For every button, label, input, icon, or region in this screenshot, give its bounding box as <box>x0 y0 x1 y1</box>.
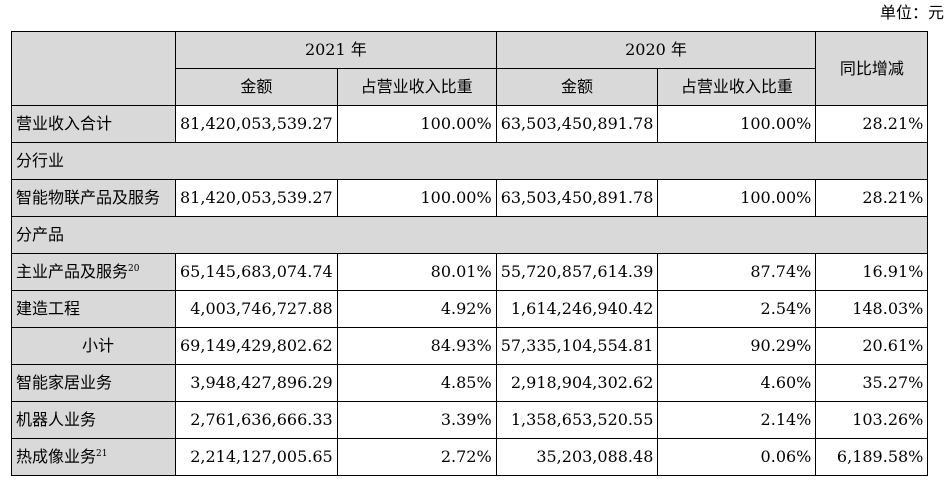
footnote-marker: 21 <box>96 449 108 459</box>
table-row: 机器人业务 2,761,636,666.33 3.39% 1,358,653,520.… <box>11 401 929 439</box>
cell-ratio-2021: 2.72% <box>336 438 497 476</box>
cell-yoy-change: 35.27% <box>815 364 929 402</box>
row-label-text: 小计 <box>82 336 115 355</box>
cell-amount-2021: 81,420,053,539.27 <box>175 179 338 217</box>
row-label-text: 营业收入合计 <box>16 114 113 133</box>
cell-amount-2021: 4,003,746,727.88 <box>175 290 338 328</box>
cell-amount-2021: 2,761,636,666.33 <box>175 401 338 439</box>
header-ratio-2021: 占营业收入比重 <box>336 68 497 106</box>
cell-amount-2020: 63,503,450,891.78 <box>495 179 659 217</box>
cell-amount-2021: 81,420,053,539.27 <box>175 105 338 143</box>
table-row: 小计 69,149,429,802.62 84.93% 57,335,104,554.… <box>11 327 929 365</box>
cell-ratio-2020: 90.29% <box>657 327 817 365</box>
row-label: 机器人业务 <box>11 401 176 439</box>
cell-yoy-change: 6,189.58% <box>815 438 929 476</box>
section-label: 分行业 <box>10 142 929 180</box>
cell-yoy-change: 28.21% <box>815 179 929 217</box>
table-row: 主业产品及服务20 65,145,683,074.74 80.01% 55,720,8… <box>11 253 929 291</box>
header-amount-2020: 金额 <box>495 68 659 106</box>
cell-amount-2020: 63,503,450,891.78 <box>495 105 659 143</box>
row-label: 智能家居业务 <box>11 364 176 402</box>
section-row: 分行业 <box>10 142 929 180</box>
row-label: 营业收入合计 <box>11 105 176 143</box>
cell-ratio-2021: 4.85% <box>336 364 497 402</box>
row-label: 建造工程 <box>11 290 176 328</box>
row-label: 小计 <box>11 327 176 365</box>
row-label-text: 热成像业务 <box>16 447 97 466</box>
cell-ratio-2020: 2.54% <box>657 290 817 328</box>
header-year-2021: 2021 年 <box>175 31 497 69</box>
cell-amount-2020: 55,720,857,614.39 <box>495 253 659 291</box>
row-label: 智能物联产品及服务 <box>11 179 176 217</box>
row-label-text: 智能家居业务 <box>16 373 113 392</box>
table-row: 建造工程 4,003,746,727.88 4.92% 1,614,246,940.4… <box>11 290 929 328</box>
table-row: 智能家居业务 3,948,427,896.29 4.85% 2,918,904,302… <box>11 364 929 402</box>
table-row: 热成像业务21 2,214,127,005.65 2.72% 35,203,088.4… <box>11 438 929 476</box>
row-label-text: 智能物联产品及服务 <box>16 188 161 207</box>
row-label-text: 建造工程 <box>16 299 81 318</box>
cell-yoy-change: 20.61% <box>815 327 929 365</box>
header-ratio-2020: 占营业收入比重 <box>657 68 817 106</box>
header-amount-2021: 金额 <box>175 68 338 106</box>
cell-yoy-change: 103.26% <box>815 401 929 439</box>
cell-amount-2021: 3,948,427,896.29 <box>175 364 338 402</box>
header-yoy: 同比增减 <box>815 31 929 106</box>
cell-amount-2021: 65,145,683,074.74 <box>175 253 338 291</box>
revenue-table: 2021 年 2020 年 同比增减 金额 占营业收入比重 金额 占营业收入比重… <box>10 31 929 476</box>
cell-ratio-2020: 100.00% <box>657 179 817 217</box>
cell-ratio-2020: 87.74% <box>657 253 817 291</box>
cell-amount-2021: 69,149,429,802.62 <box>175 327 338 365</box>
cell-ratio-2021: 84.93% <box>336 327 497 365</box>
cell-amount-2020: 2,918,904,302.62 <box>495 364 659 402</box>
cell-ratio-2021: 100.00% <box>336 179 497 217</box>
row-label: 热成像业务21 <box>11 438 176 476</box>
cell-amount-2020: 35,203,088.48 <box>495 438 659 476</box>
row-label-text: 机器人业务 <box>16 410 97 429</box>
cell-amount-2020: 1,614,246,940.42 <box>495 290 659 328</box>
unit-label: 单位：元 <box>879 3 944 22</box>
cell-ratio-2020: 2.14% <box>657 401 817 439</box>
cell-ratio-2021: 80.01% <box>336 253 497 291</box>
section-label: 分产品 <box>10 216 929 254</box>
cell-ratio-2021: 100.00% <box>336 105 497 143</box>
cell-amount-2020: 57,335,104,554.81 <box>495 327 659 365</box>
cell-yoy-change: 28.21% <box>815 105 929 143</box>
row-label: 主业产品及服务20 <box>11 253 176 291</box>
cell-ratio-2020: 0.06% <box>657 438 817 476</box>
table-row: 智能物联产品及服务 81,420,053,539.27 100.00% 63,503,… <box>11 179 929 217</box>
row-label-text: 主业产品及服务 <box>16 262 129 281</box>
cell-ratio-2020: 4.60% <box>657 364 817 402</box>
cell-yoy-change: 148.03% <box>815 290 929 328</box>
cell-amount-2021: 2,214,127,005.65 <box>175 438 338 476</box>
header-blank <box>11 31 176 106</box>
section-row: 分产品 <box>10 216 929 254</box>
cell-yoy-change: 16.91% <box>815 253 929 291</box>
table-row: 营业收入合计 81,420,053,539.27 100.00% 63,503,450… <box>11 105 929 143</box>
cell-amount-2020: 1,358,653,520.55 <box>495 401 659 439</box>
header-year-2020: 2020 年 <box>495 31 817 69</box>
cell-ratio-2021: 3.39% <box>336 401 497 439</box>
cell-ratio-2020: 100.00% <box>657 105 817 143</box>
footnote-marker: 20 <box>128 264 140 274</box>
cell-ratio-2021: 4.92% <box>336 290 497 328</box>
